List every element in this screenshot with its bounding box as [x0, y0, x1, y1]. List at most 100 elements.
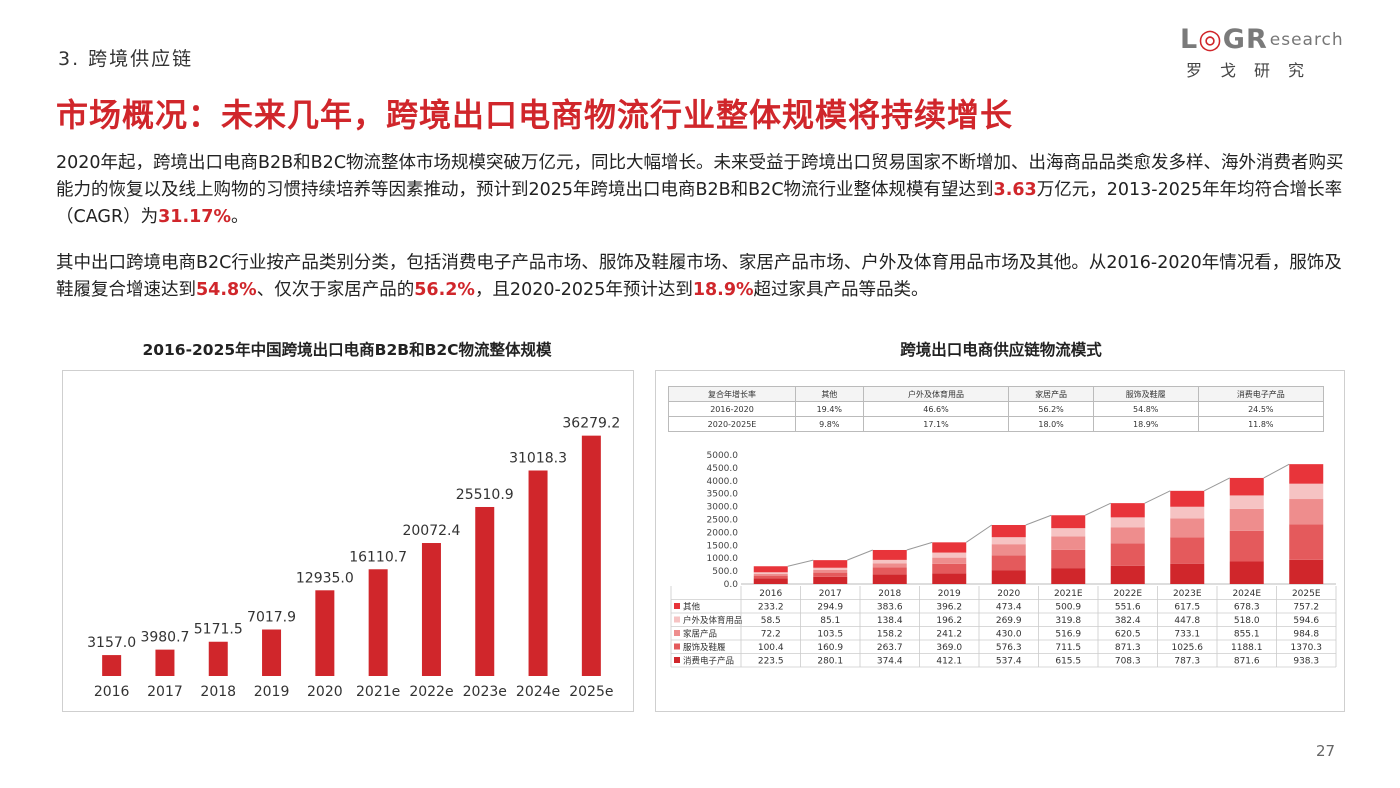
chart2-table-value: 383.6 — [877, 603, 903, 613]
chart2-bar-segment — [1051, 536, 1086, 550]
chart1-panel: 3157.0 2016 3980.7 2017 5171.5 2018 7017.9 2019… — [62, 370, 634, 712]
chart2-bar-segment — [1051, 549, 1086, 569]
chart2-bar-segment — [932, 563, 967, 574]
chart2-ytick: 5000.0 — [707, 451, 739, 461]
chart2-table-value: 615.5 — [1055, 657, 1081, 667]
page-number: 27 — [1316, 742, 1336, 760]
paragraph-2: 其中出口跨境电商B2C行业按产品类别分类，包括消费电子产品市场、服饰及鞋履市场、… — [56, 250, 1352, 304]
chart2-ytick: 3000.0 — [707, 503, 739, 513]
chart2-ytick: 4000.0 — [707, 477, 739, 487]
chart2-bar-segment — [1289, 464, 1324, 484]
chart2-bar-segment — [1110, 565, 1145, 584]
chart2-legend-swatch — [674, 630, 680, 636]
chart2-bar-segment — [1289, 524, 1324, 560]
chart2-connector — [847, 549, 873, 561]
chart2-bar-segment — [1289, 499, 1324, 525]
chart2-table-value: 396.2 — [936, 603, 962, 613]
chart2-table-value: 516.9 — [1055, 630, 1081, 640]
chart2-bar-segment — [1110, 503, 1145, 518]
chart2-legend-swatch — [674, 616, 680, 623]
chart1-category-label: 2020 — [307, 684, 343, 700]
chart2-table-value: 196.2 — [936, 616, 962, 626]
chart2-table-value: 871.6 — [1234, 657, 1260, 667]
chart2-ytick: 0.0 — [724, 580, 739, 590]
chart2-table-value: 369.0 — [936, 643, 962, 653]
chart1-category-label: 2025e — [569, 684, 613, 700]
chart2-table-value: 72.2 — [761, 630, 781, 640]
chart2-table-value: 708.3 — [1115, 657, 1141, 667]
chart2-category-label: 2020 — [997, 589, 1020, 599]
chart2-bar-segment — [1110, 527, 1145, 544]
chart1-bar — [421, 543, 441, 676]
chart1-category-label: 2019 — [254, 684, 290, 700]
chart2-table-value: 374.4 — [877, 657, 903, 667]
chart2-ytick: 1000.0 — [707, 554, 739, 564]
growth-table-cell: 2020-2025E — [667, 416, 797, 432]
growth-table-cell: 24.5% — [1197, 401, 1325, 417]
chart2-series-name: 家居产品 — [683, 629, 717, 640]
chart2-legend-swatch — [674, 603, 680, 609]
page-title: 市场概况：未来几年，跨境出口电商物流行业整体规模将持续增长 — [56, 96, 1014, 134]
chart2-category-label: 2025E — [1292, 589, 1321, 599]
chart2-bar-segment — [1051, 568, 1086, 584]
chart2-table-value: 430.0 — [996, 630, 1022, 640]
chart1-category-label: 2022e — [409, 684, 453, 700]
chart2-bar-segment — [1051, 515, 1086, 529]
chart1-value-label: 5171.5 — [194, 622, 243, 638]
chart2-bar-segment — [813, 560, 848, 568]
chart2-bar-segment — [1229, 508, 1264, 531]
chart2-bar-segment — [932, 573, 967, 584]
chart2-table-value: 85.1 — [820, 616, 840, 626]
chart2-table-value: 269.9 — [996, 616, 1022, 626]
growth-table-cell: 18.9% — [1092, 416, 1199, 432]
p2-text-c: ，且2020-2025年预计达到 — [474, 280, 693, 300]
chart2-table-value: 1370.3 — [1291, 643, 1323, 653]
chart2-bar-segment — [1229, 530, 1264, 562]
chart2-table-value: 280.1 — [817, 657, 843, 667]
growth-table-header-cell: 复合年增长率 — [667, 386, 797, 402]
chart2-bar-segment — [753, 573, 788, 576]
p1-text-b: 万亿元，2013-2025年年均符合增长率（CAGR）为 — [56, 180, 1343, 227]
chart2-ytick: 4500.0 — [707, 464, 739, 474]
chart2-table-value: 447.8 — [1174, 616, 1200, 626]
chart2-bar-segment — [932, 542, 967, 553]
chart2-connector — [1085, 502, 1111, 516]
chart2-table-value: 757.2 — [1293, 603, 1319, 613]
chart2-legend-swatch — [674, 643, 680, 650]
chart2-table-value: 1188.1 — [1231, 643, 1263, 653]
chart2-bar-segment — [872, 563, 907, 568]
chart2-bar-segment — [872, 559, 907, 564]
growth-table: 复合年增长率 其他 户外及体育用品 家居产品 服饰及鞋履 消费电子产品 2016-2020… — [667, 386, 1325, 432]
growth-table-header-cell: 消费电子产品 — [1197, 386, 1325, 402]
growth-table-header-cell: 服饰及鞋履 — [1092, 386, 1199, 402]
chart2-bar-segment — [1289, 559, 1324, 584]
chart2-connector — [906, 541, 933, 551]
chart2-table-value: 473.4 — [996, 603, 1022, 613]
chart2-connector — [787, 559, 814, 567]
chart2-bar-segment — [1170, 563, 1205, 584]
chart2-bar-segment — [1289, 483, 1324, 500]
chart1-value-label: 25510.9 — [456, 487, 514, 503]
chart2-legend-swatch — [674, 657, 680, 663]
p1-highlight-2: 31.17% — [158, 207, 231, 227]
chart2-ytick: 500.0 — [712, 567, 738, 577]
chart2-table-value: 500.9 — [1055, 603, 1081, 613]
chart2-table-value: 233.2 — [758, 603, 784, 613]
chart2-table-value: 263.7 — [877, 643, 903, 653]
chart2-series-name: 户外及体育用品 — [683, 615, 743, 626]
chart2-table-value: 160.9 — [817, 643, 843, 653]
p1-highlight-1: 3.63 — [993, 180, 1037, 200]
chart1-svg: 3157.0 2016 3980.7 2017 5171.5 2018 7017.9 2019… — [87, 416, 620, 700]
chart2-bar-segment — [1229, 495, 1264, 509]
section-label: 3. 跨境供应链 — [58, 48, 194, 70]
chart2-connector — [1263, 463, 1290, 479]
chart2-table-value: 382.4 — [1115, 616, 1141, 626]
chart1-value-label: 31018.3 — [509, 451, 567, 467]
chart2-connector — [1204, 477, 1230, 492]
p2-highlight-3: 18.9% — [692, 280, 754, 300]
chart1-value-label: 3980.7 — [140, 630, 189, 646]
chart2-bar-segment — [872, 549, 907, 560]
chart2-title: 跨境出口电商供应链物流模式 — [900, 341, 1102, 359]
chart2-bar-segment — [1110, 517, 1145, 528]
p1-text-c: 。 — [231, 207, 249, 227]
